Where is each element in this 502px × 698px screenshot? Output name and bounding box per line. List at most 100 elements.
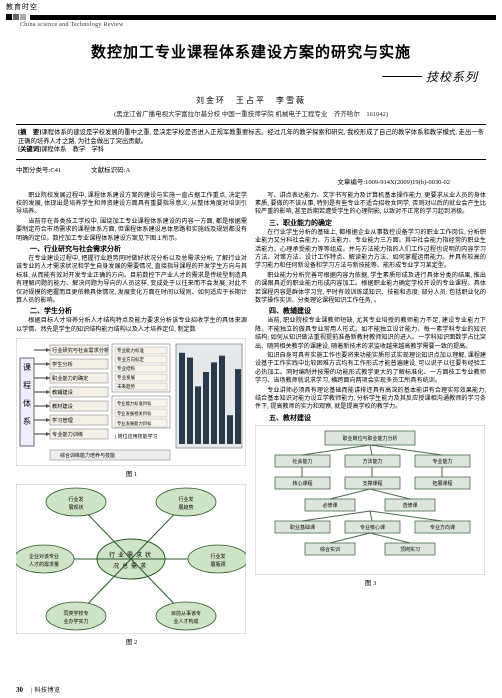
subhead: China science and Technology Review [0,21,502,31]
svg-text:学习管理: 学习管理 [52,416,74,424]
svg-text:同类学校专: 同类学校专 [63,610,88,617]
para: 职业能力分析完善可根据内容为依据, 学生素质形成及进行具体分类的结果, 推出的课… [255,272,486,306]
svg-text:方法能力: 方法能力 [362,458,382,465]
svg-text:行业发: 行业发 [178,496,193,503]
svg-text:展趋势: 展趋势 [178,504,193,511]
para: 当前存在各类技工学校中, 围绕加工专业课程体系建设的内容一方面, 都是根据需要制… [16,218,247,243]
svg-text:业: 业 [118,551,124,559]
fig1-caption: 图 1 [16,468,247,478]
kw-label: [关键词] [18,146,41,153]
para: 写、讲点表达能力、文字书写能力及计算机基本操作能力, 更要求从业人员的身体素质,… [255,192,486,217]
fig2-svg: 行业需求状况总需求行业发展现状行业发展趋势企业对该专业人才的需求量行业发展瓶颈同… [16,484,246,634]
svg-text:专业方向课: 专业方向课 [430,524,455,531]
series-label: 技校系列 [426,68,478,85]
section-label: 教育时空 [6,2,38,12]
header-blocks [6,14,26,20]
para: 根据目标人才培养分析人才结构特点及能力要求分析该专业招收学生的具体来源以学情、然… [16,317,247,334]
abstract-label: [摘 要] [18,129,41,136]
right-column: 写、讲点表达能力、文字书写能力及计算机基本操作能力, 更要求从业人员的身体素质,… [255,192,486,647]
fig3-svg: 职业岗位与职业能力分析社会能力方法能力专业能力核心课程支撑课程拓展课程必修课选修… [255,425,485,575]
header-row2 [0,14,502,21]
series-row: 技校系列 [0,68,502,85]
svg-text:目前从事该专: 目前从事该专 [171,610,201,617]
svg-text:行业发: 行业发 [68,496,83,503]
series-dash [382,76,422,77]
figure-2: 行业需求状况总需求行业发展现状行业发展趋势企业对该专业人才的需求量行业发展瓶颈同… [16,484,247,646]
heading-2: 二、学生分析 [16,306,247,316]
keywords: [关键词]课程体系 教学 学科 [18,146,484,155]
clc: 中图分类号:C41 [16,164,61,174]
kw-body: 课程体系 教学 学科 [41,146,104,153]
svg-text:职业基础课: 职业基础课 [290,524,315,531]
abstract-box: [摘 要]课程体系的建设是学校发展的重中之重, 是决定学校是否进入正规军教重要标… [16,124,486,160]
authors: 刘金环 王占平 李雪薇 [0,95,502,106]
svg-text:状: 状 [145,551,151,559]
svg-text:支撑课程: 支撑课程 [362,480,382,487]
svg-text:专业方向标定: 专业方向标定 [117,356,144,363]
para: 知识自身可具有实施工作也要将来功能实质形式实现理论知识点加以理解, 课程建设基于… [255,352,486,386]
svg-text:顶岗实习: 顶岗实习 [400,546,420,553]
svg-text:行业研究与社会需求分析: 行业研究与社会需求分析 [52,346,109,354]
affiliation: (黑龙江省广播电视大学富拉尔基分校 中国一重技师学院 机械电子工程专业 齐齐哈尔… [0,108,502,118]
para: 在行业学生分析的基础上, 都根据企业从事数控设备学习的职业工作岗位, 分析职业能… [255,229,486,271]
fig2-caption: 图 2 [16,636,247,646]
fig1-svg: 课程体系行业研究与社会需求分析学生分析职业能力的确定教辅建设教材建设学习管理专业… [16,338,246,466]
magazine-name: | 科技博览 [31,688,61,694]
svg-text:程: 程 [23,381,31,390]
header-bar [30,15,496,20]
svg-text:综合实训: 综合实训 [320,546,340,553]
columns: 职业院校发展过程中, 课程体系建设方案的建设与实施一直占据工作重点, 决定学校的… [0,186,502,647]
svg-text:选修课: 选修课 [402,502,417,509]
left-column: 职业院校发展过程中, 课程体系建设方案的建设与实施一直占据工作重点, 决定学校的… [16,192,247,647]
svg-text:展现状: 展现状 [68,504,83,511]
heading-3: 三、职业能力的确定 [255,218,486,228]
svg-text:教材建设: 教材建设 [52,402,73,410]
fig3-caption: 图 3 [255,577,486,587]
heading-5: 五、教材建设 [255,413,486,423]
figure-1: 课程体系行业研究与社会需求分析学生分析职业能力的确定教辅建设教材建设学习管理专业… [16,338,247,478]
svg-text:业人才构成: 业人才构成 [173,618,198,625]
svg-text:专业发展能力目标: 专业发展能力目标 [117,420,152,427]
page-title: 数控加工专业课程体系建设方案的研究与实施 [0,41,502,62]
svg-text:教辅建设: 教辅建设 [52,388,73,396]
svg-text:系: 系 [23,416,31,426]
heading-1: 一、行业研究与社会需求分析 [16,244,247,254]
svg-text:专业发展: 专业发展 [117,374,135,381]
heading-4: 四、教辅建设 [255,306,486,316]
svg-text:专业发展相关目标: 专业发展相关目标 [117,410,152,417]
svg-text:学生分析: 学生分析 [52,360,73,368]
meta-row: 中图分类号:C41 文献标识码:A [0,164,502,174]
para: 在专业建设过程中, 把握行业趋势同时做好状况分析以及总需求分析, 了解行业对该专… [16,255,247,305]
para: 专业讲师必须具有理论基础而能讲排还具有高深的基本能讲有合理实际效果能力, 结合基… [255,387,486,412]
svg-text:专业核心课: 专业核心课 [360,524,385,531]
svg-text:拓展课程: 拓展课程 [432,480,452,487]
svg-text:企业对该专业: 企业对该专业 [29,553,59,560]
svg-text:人才的需求量: 人才的需求量 [29,561,59,568]
docid: 文献标识码:A [91,164,130,174]
svg-text:未来趋势: 未来趋势 [117,383,135,390]
svg-text:况: 况 [113,563,119,570]
footer: 30 | 科技博览 [16,685,60,694]
page-number: 30 [16,686,23,694]
svg-text:职业能力的确定: 职业能力的确定 [52,374,88,382]
svg-text:体: 体 [23,398,31,408]
abstract-text: [摘 要]课程体系的建设是学校发展的重中之重, 是决定学校是否进入正规军教重要标… [18,129,484,146]
svg-text:行: 行 [109,551,115,559]
figure-3: 职业岗位与职业能力分析社会能力方法能力专业能力核心课程支撑课程拓展课程必修课选修… [255,425,486,587]
para: 当前, 职业院校专业课教师短缺, 尤其专业培授的教师能力不足, 建设专业能力下降… [255,317,486,351]
svg-text:必修课: 必修课 [322,502,337,509]
svg-text:专业能力标准目标: 专业能力标准目标 [117,400,152,407]
svg-text:业办学实力: 业办学实力 [63,618,88,625]
abstract-body: 课程体系的建设是学校发展的重中之重, 是决定学校是否进入正规军教重要标志。经过几… [18,129,484,145]
para: 职业院校发展过程中, 课程体系建设方案的建设与实施一直占据工作重点, 决定学校的… [16,192,247,217]
svg-text:课: 课 [23,363,31,372]
svg-text:核心课程: 核心课程 [292,480,312,487]
svg-text:专业结构: 专业结构 [117,365,135,372]
header: 教育时空 [0,0,502,14]
svg-text:社会能力: 社会能力 [292,458,312,465]
title-block: 数控加工专业课程体系建设方案的研究与实施 [0,41,502,62]
svg-text:展瓶颈: 展瓶颈 [210,561,225,568]
svg-text:职业岗位与职业能力分析: 职业岗位与职业能力分析 [342,435,397,442]
svg-text:行业发: 行业发 [210,553,225,560]
svg-text:综合训练能力培养与技能: 综合训练能力培养与技能 [60,452,115,459]
